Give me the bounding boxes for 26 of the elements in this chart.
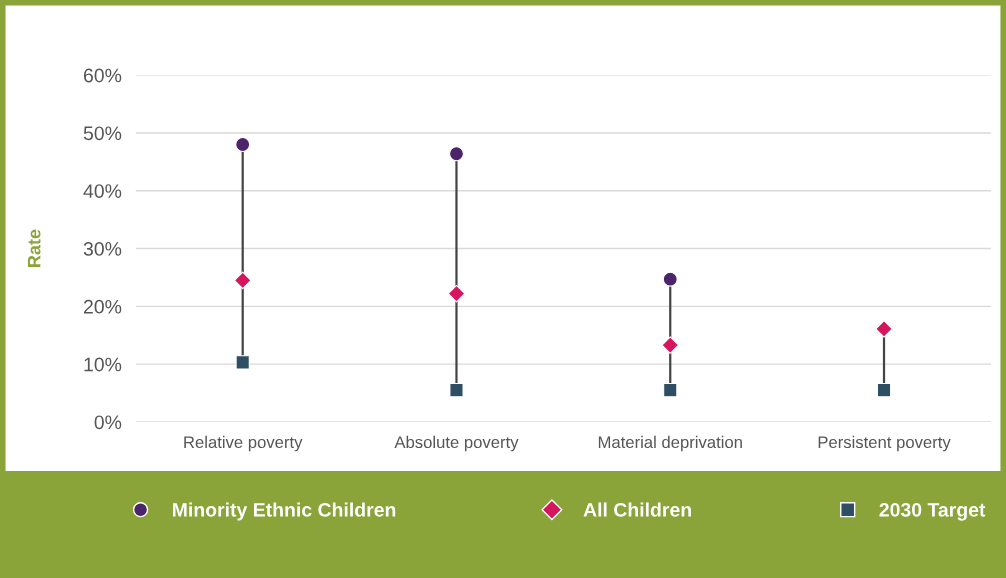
y-axis-title: Rate xyxy=(27,229,41,267)
point xyxy=(663,383,678,398)
y-tick-label: 0% xyxy=(94,415,122,430)
point xyxy=(233,271,252,290)
x-tick-label: Relative poverty xyxy=(184,435,303,452)
x-tick-label: Material deprivation xyxy=(598,435,742,452)
point xyxy=(235,137,251,152)
legend-label: Minority Ethnic Children xyxy=(173,502,396,521)
point xyxy=(447,284,466,303)
y-tick-label: 20% xyxy=(83,299,122,314)
point xyxy=(448,146,464,162)
x-tick-label: Absolute poverty xyxy=(394,435,519,452)
point xyxy=(661,336,680,354)
x-tick-label: Persistent poverty xyxy=(818,435,951,452)
point xyxy=(876,383,892,398)
point xyxy=(662,271,678,287)
y-tick-label: 30% xyxy=(83,242,122,256)
point xyxy=(235,355,250,370)
y-tick-label: 40% xyxy=(83,184,122,198)
legend-label: All Children xyxy=(583,502,691,517)
point xyxy=(875,320,893,338)
y-tick-label: 60% xyxy=(83,68,122,83)
y-tick-label: 50% xyxy=(83,126,122,141)
point xyxy=(449,383,464,398)
legend-label: 2030 Target xyxy=(879,502,986,521)
y-tick-label: 10% xyxy=(84,357,122,372)
